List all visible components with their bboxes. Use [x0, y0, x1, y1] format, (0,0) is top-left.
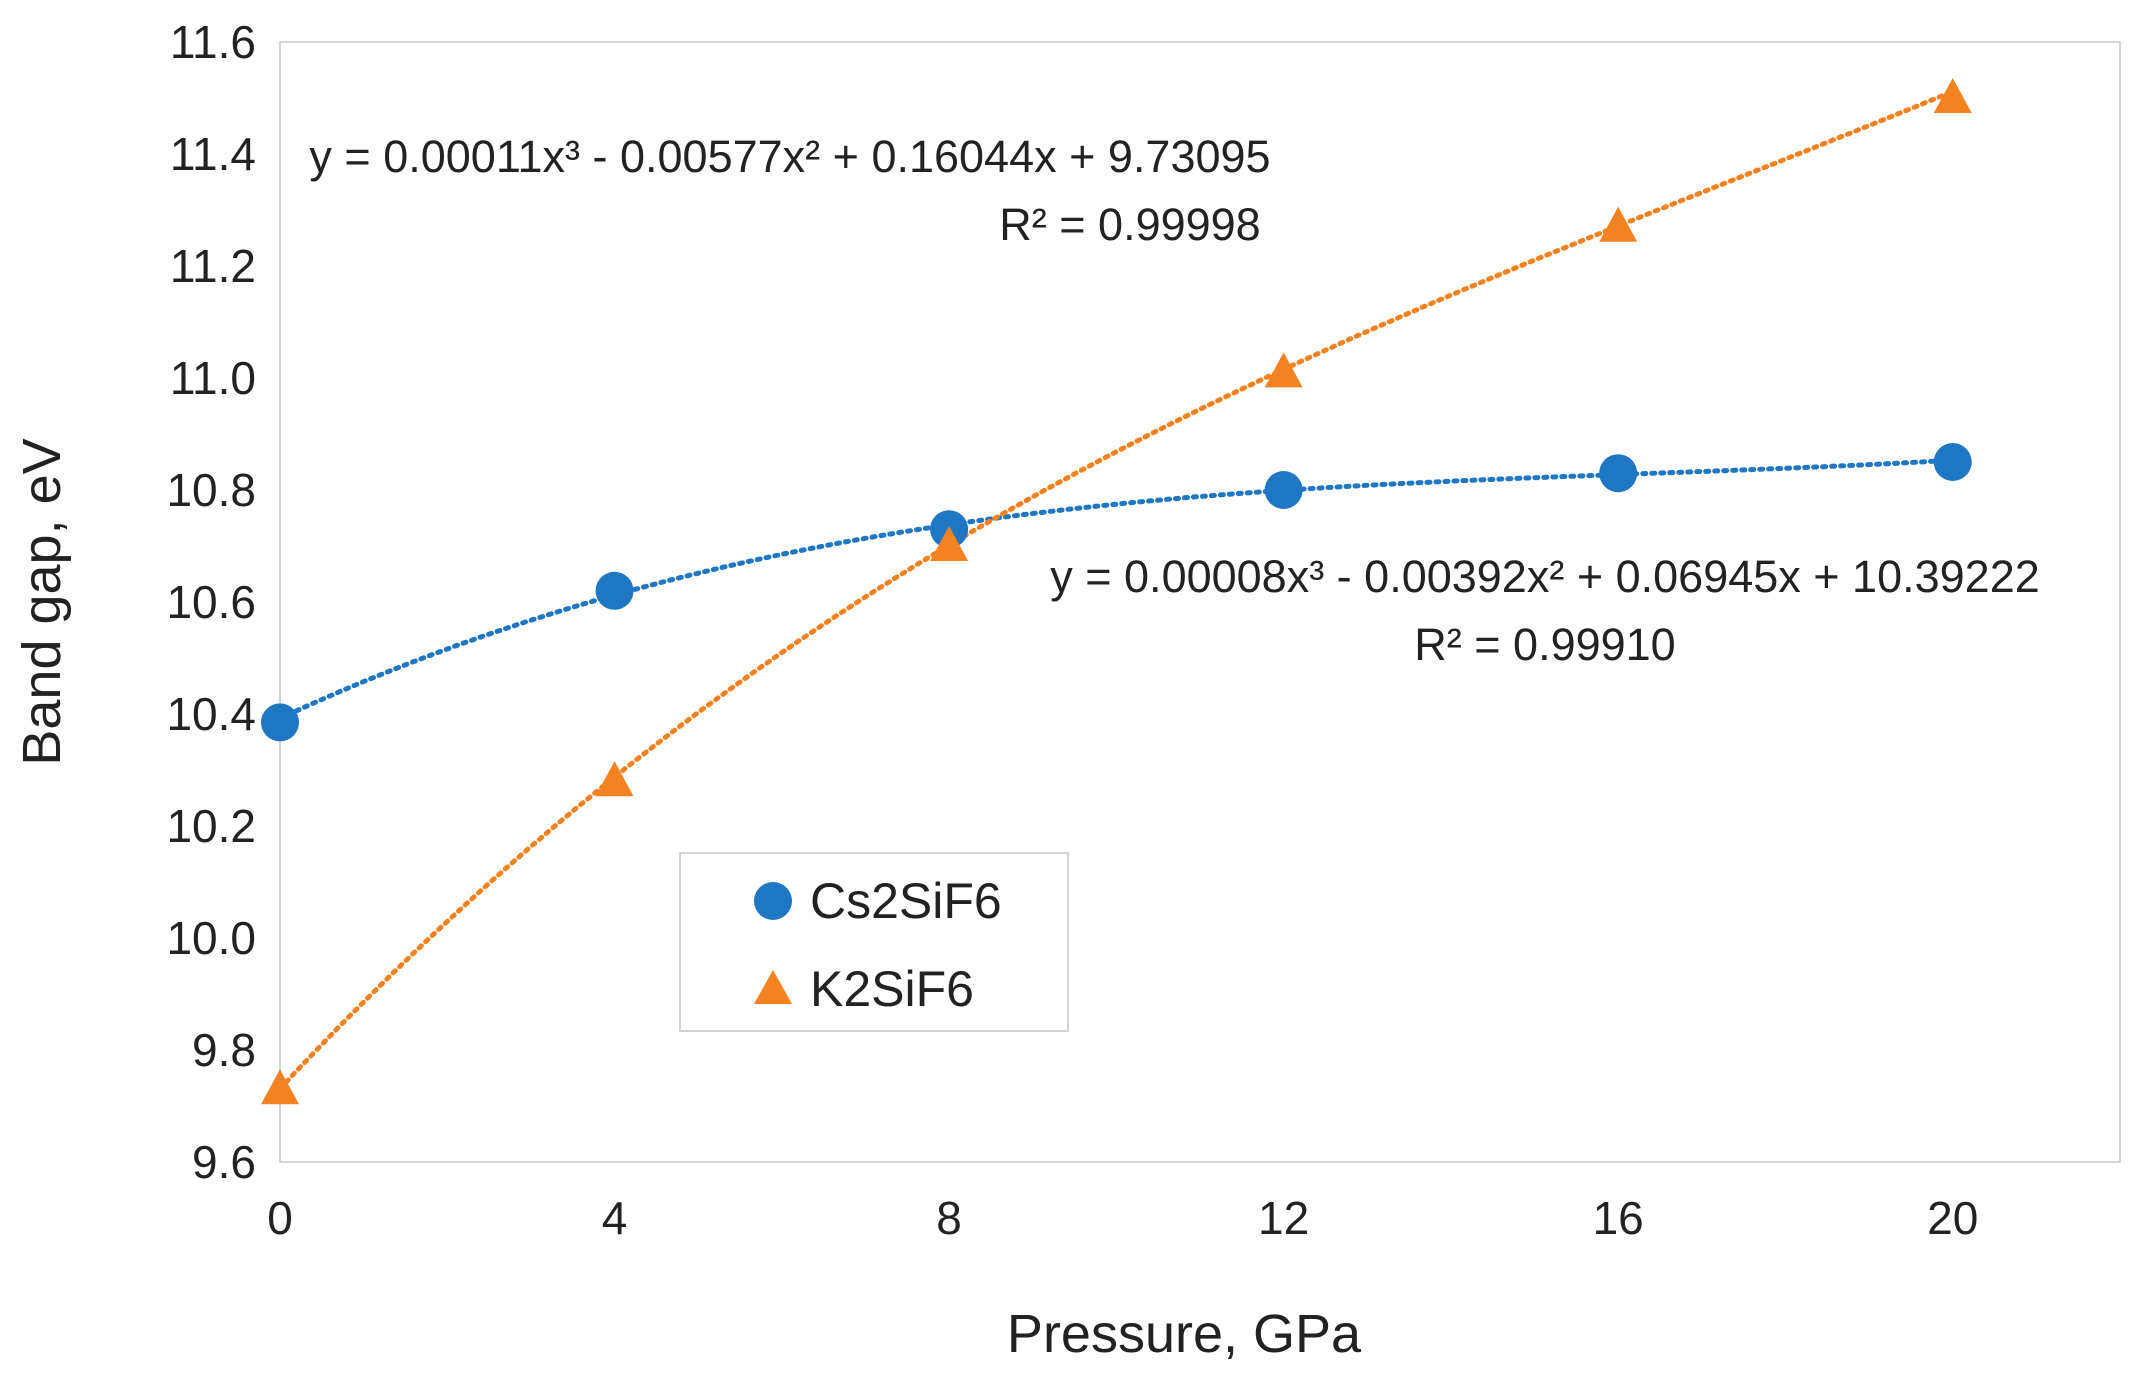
y-tick-label: 10.2 [166, 800, 256, 852]
x-tick-label: 4 [602, 1192, 628, 1244]
cs2sif6-trendline-r2: R² = 0.99910 [1414, 619, 1675, 670]
y-tick-label: 11.2 [170, 240, 256, 292]
point-cs2sif6 [1599, 454, 1638, 493]
cs2sif6-trendline-equation: y = 0.00008x³ - 0.00392x² + 0.06945x + 1… [1050, 551, 2040, 602]
point-k2sif6 [1933, 78, 1972, 113]
point-k2sif6 [595, 761, 634, 797]
legend-label-cs2sif6: Cs2SiF6 [810, 873, 1002, 929]
x-tick-label: 20 [1927, 1192, 1978, 1244]
y-tick-label: 9.6 [192, 1136, 256, 1188]
x-axis-title: Pressure, GPa [1007, 1304, 1362, 1364]
x-tick-label: 16 [1593, 1192, 1644, 1244]
y-tick-label: 9.8 [192, 1024, 256, 1076]
point-k2sif6 [261, 1069, 299, 1105]
y-tick-label: 10.6 [166, 576, 256, 628]
trendline-cs2sif6 [277, 457, 1956, 721]
y-tick-label: 11.4 [170, 128, 256, 180]
x-tick-label: 12 [1258, 1192, 1309, 1244]
y-tick-label: 10.0 [166, 912, 256, 964]
x-tick-label: 0 [267, 1192, 293, 1244]
point-k2sif6 [1599, 206, 1638, 242]
y-tick-label: 10.8 [166, 464, 256, 516]
legend-marker-k2sif6 [754, 970, 792, 1004]
point-cs2sif6 [261, 703, 299, 742]
legend-label-k2sif6: K2SiF6 [810, 961, 974, 1017]
legend-marker-cs2sif6 [754, 882, 792, 920]
y-tick-label: 11.0 [170, 352, 256, 404]
k2sif6-trendline-equation: y = 0.00011x³ - 0.00577x² + 0.16044x + 9… [309, 131, 1270, 182]
point-cs2sif6 [1264, 471, 1303, 509]
trendline-k2sif6 [277, 88, 1956, 1092]
point-cs2sif6 [595, 571, 634, 610]
legend: Cs2SiF6 K2SiF6 [679, 852, 1069, 1032]
point-k2sif6 [930, 526, 969, 561]
y-tick-label: 10.4 [166, 688, 256, 740]
x-tick-label: 8 [936, 1192, 962, 1244]
point-cs2sif6 [1933, 443, 1972, 481]
point-k2sif6 [1264, 352, 1303, 388]
k2sif6-trendline-r2: R² = 0.99998 [999, 199, 1260, 250]
legend-box [679, 852, 1069, 1032]
y-tick-label: 11.6 [170, 16, 256, 68]
y-axis-title: Band gap, eV [12, 438, 72, 765]
